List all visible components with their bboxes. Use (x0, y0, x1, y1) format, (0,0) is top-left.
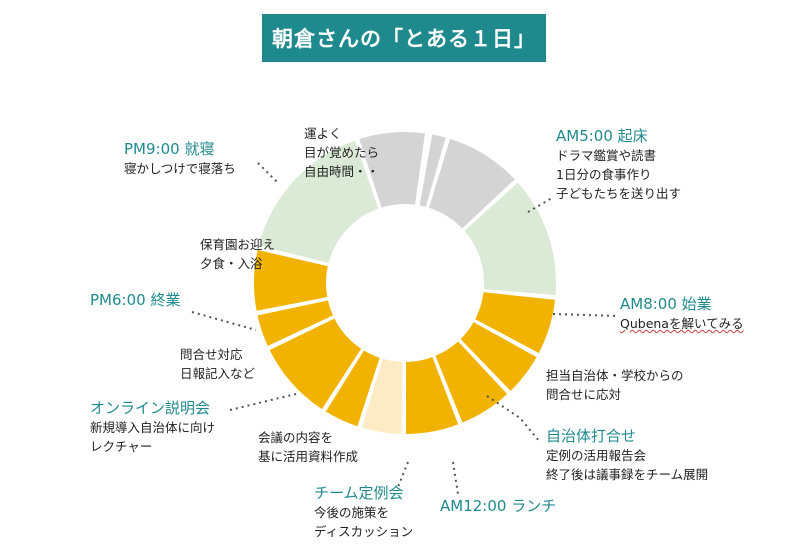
leader-lines (191, 162, 619, 495)
donut-segment-5 (457, 319, 540, 394)
donut-segment-4 (472, 290, 558, 356)
event-pm6-time: PM6:00 終業 (90, 291, 181, 309)
donut-segment-13 (256, 138, 381, 266)
event-inquiry-line-2: 問合せに応対 (546, 387, 622, 402)
event-free-time: 運よく 目が覚めたら 自由時間・・ (304, 124, 379, 181)
event-am12-time: AM12:00 ランチ (440, 497, 557, 515)
event-am8: AM8:00 始業 Qubenaを解いてみる (620, 294, 744, 333)
donut-segment-6 (432, 338, 511, 426)
event-inq-line-1: 問合せ対応 (180, 347, 243, 362)
leader-line-8 (257, 162, 279, 184)
leader-line-4 (452, 461, 459, 495)
donut-segment-7 (404, 354, 461, 437)
event-online-line-2: レクチャー (90, 439, 153, 454)
leader-line-2 (552, 313, 619, 317)
donut-segment-3 (461, 179, 558, 298)
event-material-line-2: 基に活用資料作成 (258, 449, 359, 464)
leader-line-6 (229, 392, 301, 411)
event-team-line-2: ディスカッション (314, 524, 414, 539)
event-nursery-line-2: 夕食・入浴 (200, 256, 263, 271)
event-pm9: PM9:00 就寝 寝かしつけで寝落ち (124, 139, 236, 178)
donut-segment-8 (359, 356, 405, 436)
event-free-line-1: 運よく (304, 126, 342, 141)
leader-line-1 (527, 197, 553, 213)
event-pm6: PM6:00 終業 (90, 290, 180, 310)
event-am8-line-1: Qubenaを解いてみる (620, 316, 744, 331)
event-am5: AM5:00 起床 ドラマ鑑賞や読書 1日分の食事作り 子どもたちを送り出す (556, 126, 681, 203)
event-nursery: 保育園お迎え 夕食・入浴 (200, 235, 275, 273)
donut-segment-11 (255, 298, 336, 349)
leader-line-5 (397, 461, 409, 488)
event-am12: AM12:00 ランチ (440, 496, 556, 516)
event-team-meeting: チーム定例会 今後の施策を ディスカッション (314, 483, 413, 541)
event-inq-line-2: 日報記入など (180, 366, 256, 381)
event-online-time: オンライン説明会 (90, 399, 211, 417)
event-material-line-1: 会議の内容を (258, 430, 334, 445)
event-municipality-line-1: 定例の活用報告会 (546, 448, 647, 463)
leader-line-7 (191, 311, 257, 331)
donut-segment-10 (267, 315, 364, 412)
event-team-time: チーム定例会 (314, 484, 404, 502)
event-material-creation: 会議の内容を 基に活用資料作成 (258, 428, 358, 466)
donut-segment-2 (426, 136, 518, 232)
event-inquiry-line-1: 担当自治体・学校からの (546, 368, 684, 383)
event-online-line-1: 新規導入自治体に向け (90, 420, 216, 435)
event-free-line-3: 自由時間・・ (304, 164, 380, 179)
donut-segment-9 (323, 347, 383, 429)
event-free-line-2: 目が覚めたら (304, 145, 380, 160)
event-inquiry-response: 担当自治体・学校からの 問合せに応対 (546, 366, 684, 404)
donut-segments (252, 130, 558, 437)
event-pm9-time: PM9:00 就寝 (124, 140, 215, 158)
event-team-line-1: 今後の施策を (314, 505, 390, 520)
event-am5-line-3: 子どもたちを送り出す (556, 186, 682, 201)
event-am8-time: AM8:00 始業 (620, 295, 712, 313)
event-municipality-time: 自治体打合せ (546, 427, 637, 445)
event-am5-time: AM5:00 起床 (556, 127, 648, 145)
page-title: 朝倉さんの「とある１日」 (262, 14, 546, 62)
event-online-briefing: オンライン説明会 新規導入自治体に向け レクチャー (90, 398, 215, 456)
event-am5-line-2: 1日分の食事作り (556, 167, 652, 182)
event-nursery-line-1: 保育園お迎え (200, 237, 276, 252)
event-am5-line-1: ドラマ鑑賞や読書 (556, 148, 657, 163)
donut-segment-12 (252, 247, 331, 314)
leader-line-3 (486, 395, 541, 443)
donut-segment-1 (417, 132, 449, 210)
donut-segment-14 (356, 130, 428, 211)
event-municipality-line-2: 終了後は議事録をチーム展開 (546, 467, 709, 482)
event-pm9-line-1: 寝かしつけで寝落ち (124, 161, 236, 176)
event-municipality-meeting: 自治体打合せ 定例の活用報告会 終了後は議事録をチーム展開 (546, 426, 708, 484)
event-inquiry-report: 問合せ対応 日報記入など (180, 345, 255, 383)
